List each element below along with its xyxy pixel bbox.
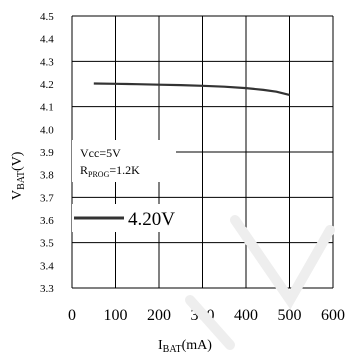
annotation-rprog: RPROG=1.2K	[80, 163, 140, 179]
x-tick-label: 500	[278, 307, 302, 324]
y-axis-label-main: V	[10, 190, 25, 200]
plot-series	[93, 82, 290, 96]
y-tick-label: 3.4	[40, 260, 54, 272]
y-axis-label: VBAT(V)	[10, 151, 27, 200]
y-tick-label: 3.7	[40, 192, 54, 204]
legend-label: 4.20V	[128, 209, 175, 230]
watermark	[185, 215, 335, 350]
x-axis-label-unit: (mA)	[182, 338, 213, 353]
x-tick-label: 400	[234, 307, 258, 324]
x-tick-label: 600	[321, 307, 345, 324]
x-axis-label-sub: BAT	[163, 344, 182, 355]
y-tick-label: 4.1	[40, 102, 54, 114]
y-tick-label: 3.9	[40, 147, 54, 159]
annotation-background	[72, 140, 176, 182]
y-tick-label: 3.8	[40, 170, 54, 182]
annotation-vcc: Vcc=5V	[80, 146, 121, 160]
annotation-rprog-tail: =1.2K	[109, 163, 140, 177]
y-axis-label-sub: BAT	[16, 171, 27, 190]
y-tick-label: 4.3	[40, 56, 54, 68]
y-tick-label: 3.6	[40, 215, 54, 227]
y-tick-label: 4.5	[40, 11, 54, 23]
y-tick-label: 3.5	[40, 238, 54, 250]
annotation-rprog-sub: PROG	[88, 170, 110, 179]
y-tick-label: 4.4	[40, 34, 54, 46]
x-tick-label: 0	[68, 307, 76, 324]
annotation-rprog-main: R	[80, 163, 88, 177]
x-axis-label: IBAT(mA)	[158, 338, 212, 355]
y-tick-label: 4.2	[40, 79, 54, 91]
y-tick-label: 4.0	[40, 124, 54, 136]
y-tick-label: 3.3	[40, 283, 54, 295]
legend: 4.20V	[72, 204, 180, 232]
series-line	[93, 82, 290, 96]
y-tick-labels: 3.3 3.4 3.5 3.6 3.7 3.8 3.9 4.0 4.1 4.2 4.3 4.4 4.5	[40, 11, 54, 295]
x-tick-label: 200	[147, 307, 171, 324]
y-axis-label-unit: (V)	[10, 151, 25, 171]
x-axis-label-main: I	[158, 338, 163, 353]
x-tick-label: 100	[104, 307, 128, 324]
